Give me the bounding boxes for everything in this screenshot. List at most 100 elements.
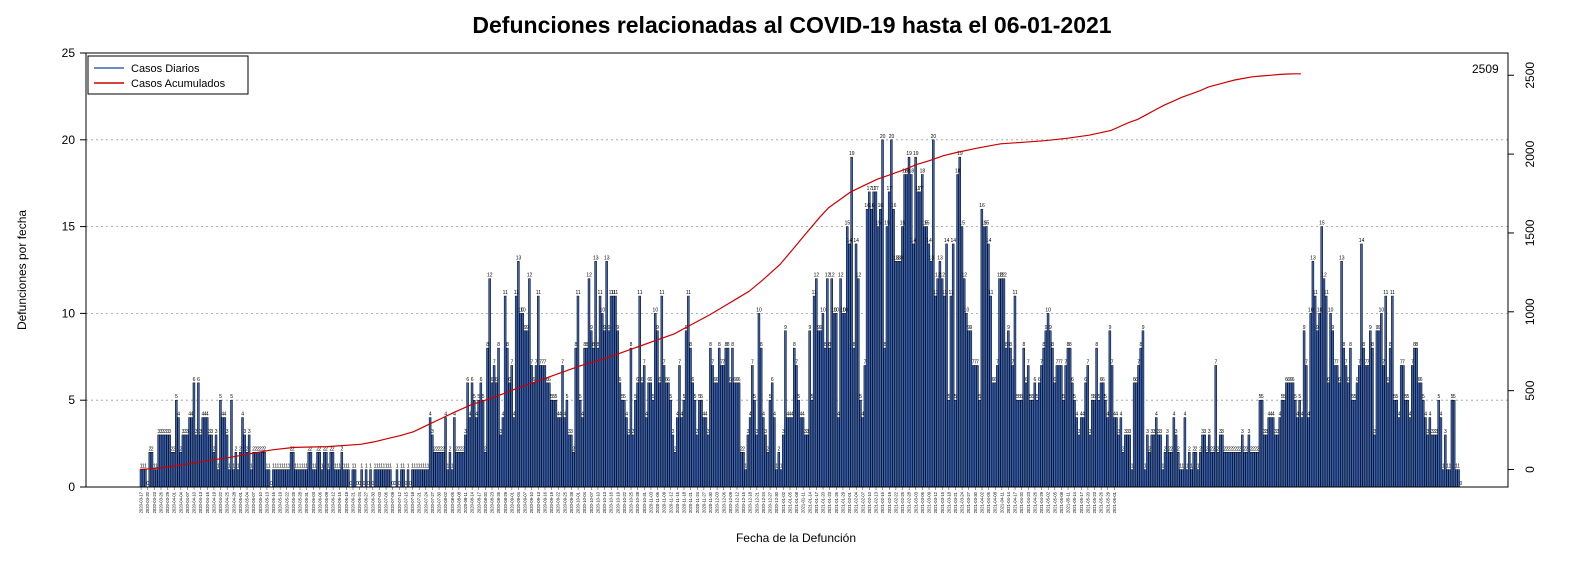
bar xyxy=(1375,330,1379,488)
bar-value-label: 8 xyxy=(1139,342,1142,348)
bar-value-label: 5 xyxy=(1437,394,1440,400)
bar-value-label: 8 xyxy=(1349,342,1352,348)
x-tick-label: 2020-06-24 xyxy=(357,491,362,513)
bar xyxy=(910,174,913,488)
bar-value-label: 6 xyxy=(548,377,551,383)
bar xyxy=(475,417,478,488)
bar-value-label: 9 xyxy=(817,325,820,331)
bar xyxy=(298,469,302,488)
bar-value-label: 1 xyxy=(140,464,143,470)
bar xyxy=(281,469,284,488)
bar xyxy=(1369,330,1372,488)
bar xyxy=(1439,417,1443,488)
bar-value-label: 10 xyxy=(1317,307,1323,313)
bar xyxy=(1110,365,1114,488)
x-tick-label: 2020-07-15 xyxy=(403,491,408,513)
bar-value-label: 7 xyxy=(544,359,547,365)
bar-value-label: 6 xyxy=(716,377,719,383)
bar-value-label: 4 xyxy=(1398,412,1401,418)
bar-value-label: 9 xyxy=(970,325,973,331)
bar-value-label: 13 xyxy=(895,255,901,261)
bar-value-label: 14 xyxy=(847,238,853,244)
bar xyxy=(250,469,253,488)
bar xyxy=(236,469,240,488)
x-tick-label: 2021-03-06 xyxy=(920,491,925,513)
bar-value-label: 1 xyxy=(274,464,277,470)
bar xyxy=(883,347,886,488)
bar-value-label: 10 xyxy=(820,307,826,313)
x-tick-label: 2021-02-07 xyxy=(860,491,865,513)
bar xyxy=(1011,365,1014,488)
bar-value-label: 3 xyxy=(627,429,630,435)
bar-value-label: 2 xyxy=(1188,446,1191,452)
bar xyxy=(912,243,915,488)
bar xyxy=(1258,399,1262,488)
bar xyxy=(508,382,511,488)
bar-value-label: 9 xyxy=(616,325,619,331)
bar xyxy=(629,347,633,488)
x-tick-label: 2020-09-13 xyxy=(536,491,541,513)
bar-value-label: 2 xyxy=(455,446,458,452)
bar-value-label: 8 xyxy=(497,342,500,348)
bar-value-label: 3 xyxy=(464,429,467,435)
x-tick-label: 2021-05-14 xyxy=(1072,491,1077,513)
bar xyxy=(932,139,935,488)
bar-value-label: 4 xyxy=(705,412,708,418)
bar-value-label: 3 xyxy=(199,429,202,435)
x-tick-label: 2021-02-16 xyxy=(880,491,885,513)
x-tick-label: 2021-03-18 xyxy=(946,491,951,513)
bar-value-label: 6 xyxy=(533,377,536,383)
bar xyxy=(698,399,701,488)
bar-value-label: 3 xyxy=(1128,429,1131,435)
bar-value-label: 15 xyxy=(924,221,930,227)
bar-value-label: 6 xyxy=(1347,377,1350,383)
bar-value-label: 6 xyxy=(1418,377,1421,383)
bar-value-label: 1 xyxy=(272,464,275,470)
bar-value-label: 1 xyxy=(338,464,341,470)
bar xyxy=(1044,330,1048,488)
bar-value-label: 8 xyxy=(1371,342,1374,348)
bar-value-label: 2 xyxy=(1252,446,1255,452)
bar-value-label: 9 xyxy=(967,325,970,331)
bar xyxy=(181,434,185,488)
bar xyxy=(1135,382,1138,488)
bar-value-label: 1 xyxy=(376,464,379,470)
bar xyxy=(1342,347,1346,488)
bar xyxy=(258,452,262,488)
bar-value-label: 7 xyxy=(1011,359,1014,365)
bar xyxy=(821,313,825,488)
bar xyxy=(678,365,681,488)
bar-value-label: 2 xyxy=(440,446,443,452)
bar xyxy=(790,417,794,488)
bar xyxy=(861,417,864,488)
bar-value-label: 1 xyxy=(334,464,337,470)
bar xyxy=(804,434,807,488)
bar-value-label: 4 xyxy=(861,412,864,418)
bar xyxy=(1152,434,1156,488)
bar-value-label: 6 xyxy=(491,377,494,383)
y-axis-right: 0 500 1000 1500 2000 2500 xyxy=(1507,53,1537,487)
bar-value-label: 3 xyxy=(431,429,434,435)
bar-value-label: 1 xyxy=(780,464,783,470)
bar-value-label: 4 xyxy=(645,412,648,418)
bar xyxy=(784,330,787,488)
bar-value-label: 17 xyxy=(867,186,873,192)
bar xyxy=(773,417,776,488)
bar-value-label: 2 xyxy=(323,446,326,452)
bar-value-label: 12 xyxy=(586,273,592,279)
bar-value-label: 0 xyxy=(349,481,352,487)
x-tick-label: 2020-07-03 xyxy=(377,491,382,513)
bar-value-label: 12 xyxy=(829,273,835,279)
bar xyxy=(576,295,580,488)
x-tick-label: 2020-05-28 xyxy=(298,491,303,513)
bar-value-label: 2 xyxy=(261,446,264,452)
bar xyxy=(755,434,758,488)
bar-value-label: 6 xyxy=(771,377,774,383)
bar xyxy=(1263,434,1266,488)
x-tick-label: 2020-08-29 xyxy=(503,491,508,513)
bar xyxy=(1276,434,1279,488)
bar-value-label: 4 xyxy=(1267,412,1270,418)
bar xyxy=(996,365,999,488)
x-tick-label: 2020-06-30 xyxy=(370,491,375,513)
bar-value-label: 9 xyxy=(1316,325,1319,331)
